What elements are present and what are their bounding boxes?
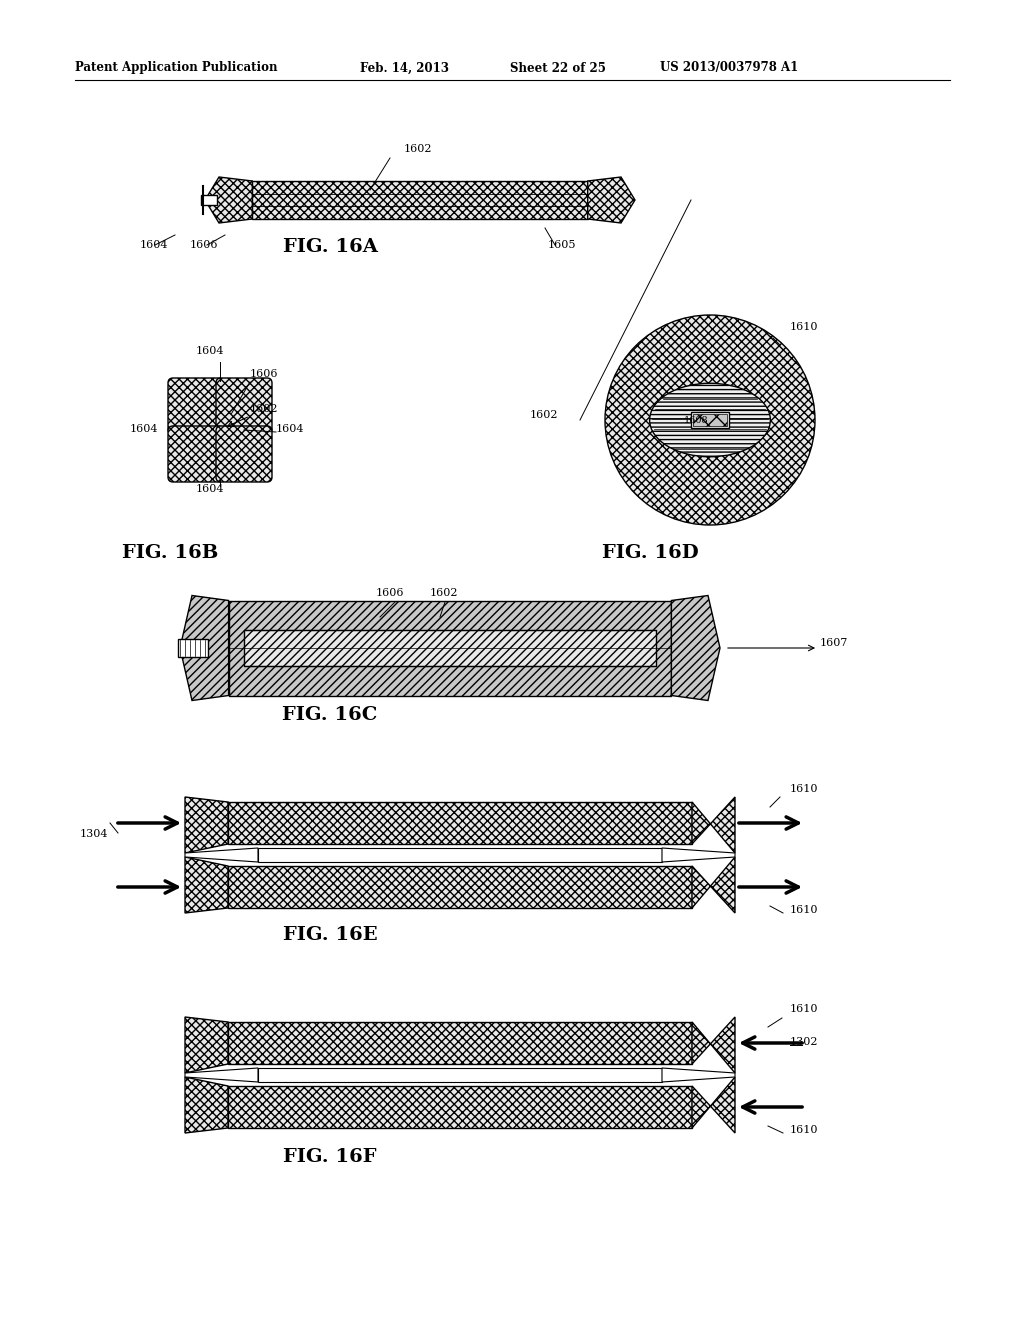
Polygon shape — [185, 797, 228, 853]
Text: FIG. 16E: FIG. 16E — [283, 927, 377, 944]
Text: Patent Application Publication: Patent Application Publication — [75, 62, 278, 74]
Polygon shape — [662, 847, 735, 862]
Bar — [244, 630, 656, 667]
Bar — [691, 412, 729, 428]
Polygon shape — [588, 177, 635, 223]
Polygon shape — [692, 1077, 735, 1133]
Text: Feb. 14, 2013: Feb. 14, 2013 — [360, 62, 449, 74]
Polygon shape — [672, 595, 720, 701]
Bar — [228, 866, 692, 908]
FancyBboxPatch shape — [216, 378, 272, 434]
Polygon shape — [185, 1077, 228, 1133]
Polygon shape — [205, 177, 252, 223]
Text: 1605: 1605 — [548, 240, 577, 249]
Text: 1602: 1602 — [250, 404, 279, 414]
Bar — [258, 847, 662, 862]
Polygon shape — [180, 595, 228, 701]
Ellipse shape — [649, 383, 770, 457]
Text: 1604: 1604 — [196, 484, 224, 494]
Bar — [228, 803, 692, 843]
Text: 1610: 1610 — [790, 322, 818, 333]
Polygon shape — [185, 1068, 258, 1082]
FancyBboxPatch shape — [168, 426, 224, 482]
Text: 1302: 1302 — [790, 1038, 818, 1047]
Text: 1610: 1610 — [790, 1005, 818, 1014]
Text: 1602: 1602 — [530, 411, 558, 420]
Text: 1608: 1608 — [684, 416, 709, 425]
Text: US 2013/0037978 A1: US 2013/0037978 A1 — [660, 62, 799, 74]
Polygon shape — [692, 1016, 735, 1073]
Text: 1606: 1606 — [250, 370, 279, 379]
Text: 1604: 1604 — [276, 424, 304, 434]
Polygon shape — [185, 857, 228, 913]
Text: FIG. 16F: FIG. 16F — [284, 1148, 377, 1166]
Text: FIG. 16C: FIG. 16C — [283, 706, 378, 723]
Bar — [228, 1022, 692, 1064]
Polygon shape — [185, 1016, 228, 1073]
Text: 1606: 1606 — [376, 587, 404, 598]
Text: 1606: 1606 — [190, 240, 218, 249]
FancyBboxPatch shape — [168, 378, 224, 434]
Polygon shape — [185, 847, 258, 862]
Text: 1610: 1610 — [790, 1125, 818, 1135]
Text: 1607: 1607 — [820, 638, 848, 648]
Text: 1610: 1610 — [790, 906, 818, 915]
Bar — [201, 195, 217, 205]
Bar — [258, 1068, 662, 1082]
Text: 1610: 1610 — [790, 784, 818, 795]
Text: FIG. 16D: FIG. 16D — [602, 544, 698, 562]
FancyBboxPatch shape — [216, 426, 272, 482]
Text: Sheet 22 of 25: Sheet 22 of 25 — [510, 62, 606, 74]
Text: 1604: 1604 — [140, 240, 169, 249]
Bar — [228, 1086, 692, 1129]
Text: FIG. 16B: FIG. 16B — [122, 544, 218, 562]
Bar — [178, 639, 208, 657]
Bar — [228, 601, 672, 696]
Text: FIG. 16A: FIG. 16A — [283, 238, 378, 256]
Polygon shape — [662, 1068, 735, 1082]
Text: 1604: 1604 — [130, 424, 159, 434]
Circle shape — [605, 315, 815, 525]
Text: 1602: 1602 — [430, 587, 459, 598]
Bar — [252, 181, 588, 219]
Polygon shape — [692, 857, 735, 913]
Text: 1602: 1602 — [403, 144, 432, 154]
Text: 1304: 1304 — [80, 829, 109, 840]
Polygon shape — [692, 797, 735, 853]
Bar — [693, 414, 727, 426]
Text: 1604: 1604 — [196, 346, 224, 356]
